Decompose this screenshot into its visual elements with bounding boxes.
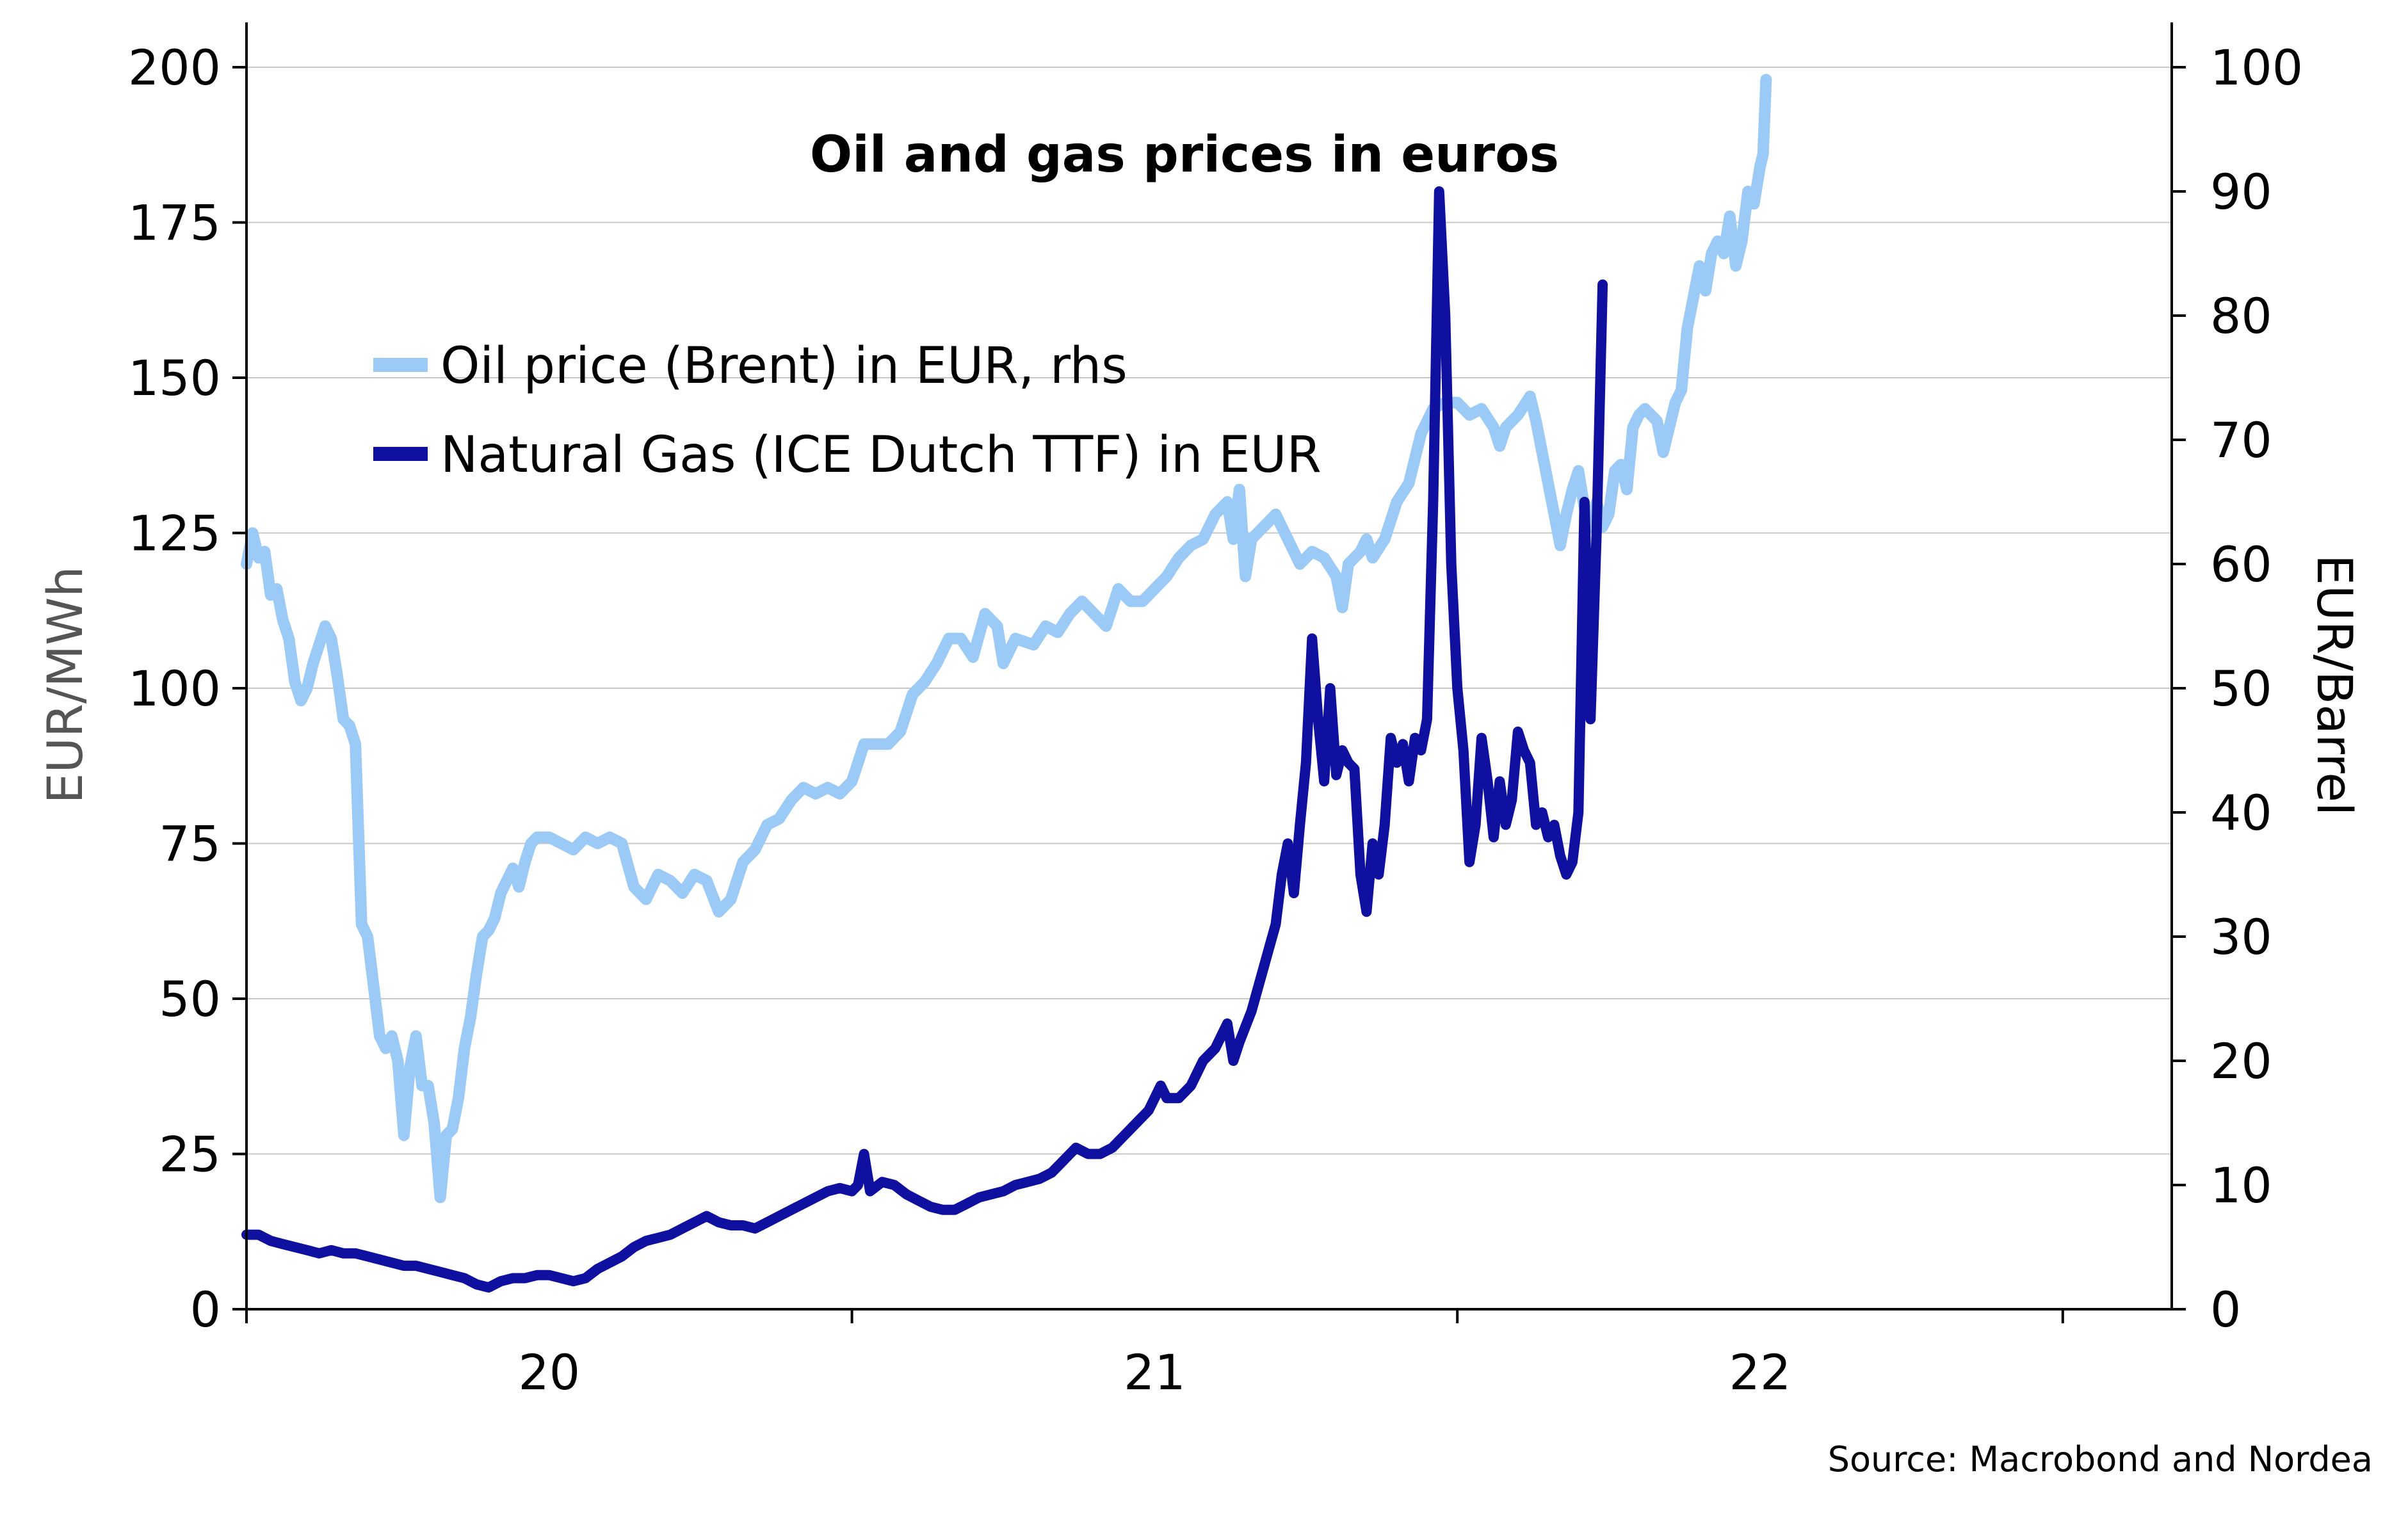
right-tick-label: 60 (2210, 536, 2272, 593)
right-axis-title: EUR/Barrel (2306, 554, 2363, 816)
right-tick-label: 100 (2210, 39, 2303, 96)
legend-label-gas: Natural Gas (ICE Dutch TTF) in EUR (440, 426, 1321, 484)
right-tick-label: 50 (2210, 660, 2272, 717)
left-tick-label: 125 (128, 505, 221, 562)
x-tick-label: 20 (518, 1344, 580, 1401)
plot-series (241, 74, 1772, 1293)
left-tick-label: 50 (159, 971, 221, 1028)
left-tick-label: 100 (128, 660, 221, 717)
x-tick-label: 21 (1124, 1344, 1186, 1401)
series-line-1 (241, 186, 1608, 1293)
right-tick-label: 80 (2210, 287, 2272, 344)
left-axis-title: EUR/MWh (36, 567, 93, 804)
chart-title: Oil and gas prices in euros (810, 126, 1559, 184)
x-tick-label: 22 (1729, 1344, 1791, 1401)
right-tick-label: 30 (2210, 908, 2272, 965)
grid-lines (246, 67, 2172, 1155)
right-tick-label: 0 (2210, 1281, 2241, 1338)
legend: Oil price (Brent) in EUR, rhs Natural Ga… (373, 337, 1321, 484)
left-tick-label: 150 (128, 350, 221, 407)
right-tick-label: 90 (2210, 163, 2272, 220)
left-tick-label: 25 (159, 1126, 221, 1183)
left-tick-label: 200 (128, 39, 221, 96)
left-tick-label: 175 (128, 195, 221, 252)
series-line-0 (241, 74, 1772, 1204)
right-tick-label: 10 (2210, 1157, 2272, 1214)
axes (232, 22, 2186, 1323)
left-tick-label: 0 (190, 1281, 221, 1338)
right-tick-label: 40 (2210, 784, 2272, 841)
source-note: Source: Macrobond and Nordea (1828, 1439, 2373, 1480)
axis-labels: 0 25 50 75 100 125 150 175 200 0 10 20 30 40 50 60 70 80 9… (128, 39, 2303, 1401)
right-tick-label: 70 (2210, 412, 2272, 469)
left-tick-label: 75 (159, 816, 221, 873)
legend-label-oil: Oil price (Brent) in EUR, rhs (440, 337, 1127, 395)
right-tick-label: 20 (2210, 1033, 2272, 1090)
